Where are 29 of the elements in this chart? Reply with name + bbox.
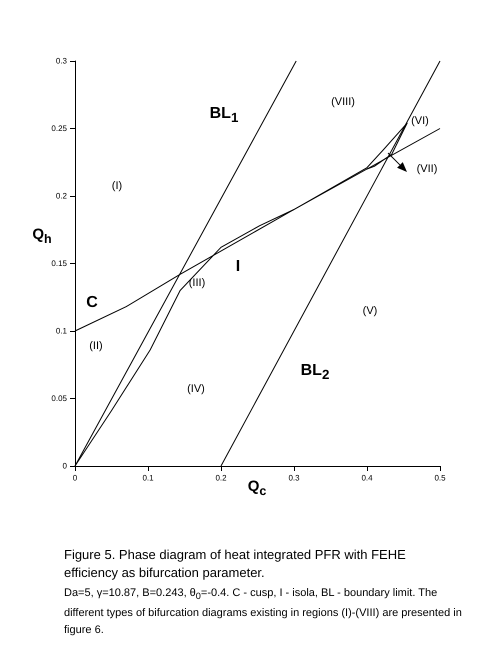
- x-tick-label: 0.4: [361, 474, 374, 482]
- annotation: C: [85, 294, 99, 312]
- annotation: (V): [362, 305, 378, 318]
- annotation: (I): [110, 180, 124, 192]
- y-tick-label: 0: [62, 462, 68, 470]
- x-tick-label: 0.1: [142, 474, 154, 482]
- annotation: (VIII): [330, 96, 356, 108]
- annotation: (III): [188, 277, 206, 290]
- x-tick-label: 0: [72, 474, 78, 482]
- annotation: I: [234, 258, 242, 276]
- y-tick-label: 0.1: [56, 326, 68, 336]
- y-tick-label: 0.25: [51, 124, 68, 133]
- y-axis-title: Q$_{h}$: [31, 226, 53, 246]
- caption: Figure 5. Phase diagram of heat integrated PFR with FEHE efficiency as bifurcation parameter.: [64, 546, 407, 582]
- y-tick-label: 0.3: [56, 56, 68, 66]
- annotation: BL$_{1}$: [208, 105, 240, 126]
- annotation: (IV): [186, 383, 206, 396]
- annotation: (VII): [416, 163, 438, 176]
- x-tick-label: 0.3: [288, 474, 300, 482]
- x-tick-label: 0.2: [215, 474, 228, 482]
- annotation: (II): [88, 340, 104, 352]
- y-tick-label: 0.2: [56, 192, 68, 200]
- text: Da=5, γ=10.87, B=0.243, θ$_{0}$=-0.4. C - cusp, I - isola, BL - boundary limit. The different types of bifurcation diagrams existing in regions (I)-(VIII) are presented in figure 6.: [64, 586, 463, 638]
- x-axis-title: Q$_{c}$: [246, 478, 268, 498]
- annotation: BL$_{2}$: [300, 362, 330, 384]
- y-tick-label: 0.15: [51, 259, 68, 268]
- y-tick-label: 0.05: [51, 394, 68, 403]
- x-tick-label: 0.5: [434, 474, 446, 482]
- annotation: (VI): [410, 115, 430, 128]
